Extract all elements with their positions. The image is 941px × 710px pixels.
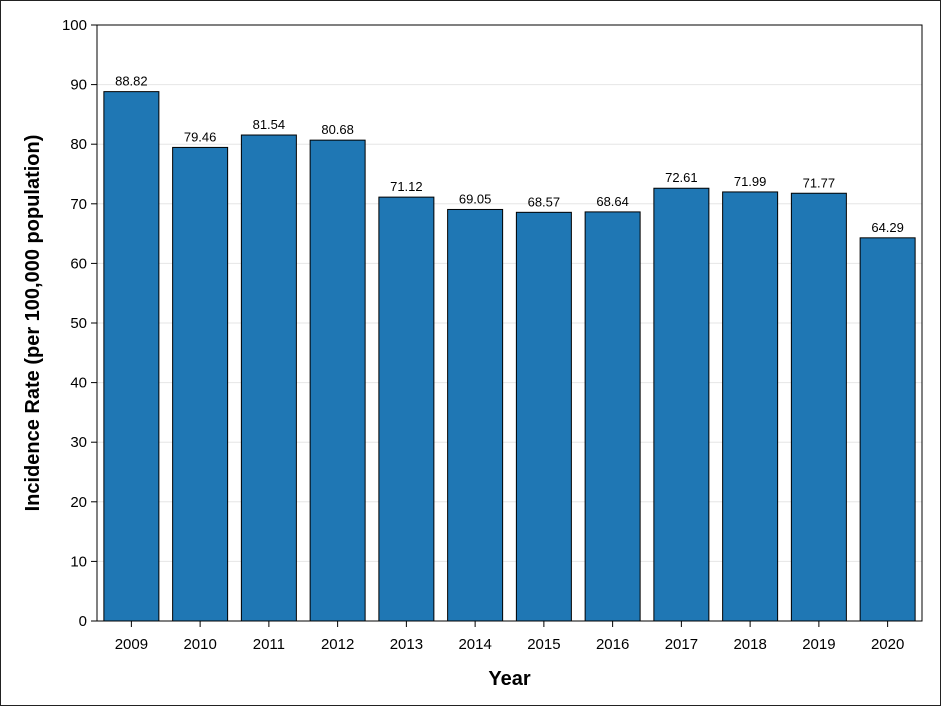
x-tick-label-2010: 2010 <box>183 636 216 653</box>
data-label-2009: 88.82 <box>115 74 148 89</box>
x-tick-label-2011: 2011 <box>253 636 285 653</box>
y-tick-label: 10 <box>70 553 87 570</box>
data-label-2011: 81.54 <box>253 117 286 132</box>
bar-2012 <box>309 139 366 622</box>
y-tick-label: 100 <box>62 17 87 34</box>
data-label-2018: 71.99 <box>734 174 767 189</box>
x-tick-label-2013: 2013 <box>390 636 423 653</box>
bar-2010 <box>172 146 229 622</box>
data-label-2010: 79.46 <box>184 129 217 144</box>
bar-2011 <box>240 134 297 622</box>
data-label-2016: 68.64 <box>596 194 629 209</box>
y-tick-label: 40 <box>70 375 87 392</box>
x-tick-label-2014: 2014 <box>458 636 491 653</box>
bar-2015 <box>515 211 572 622</box>
y-axis-ticks: 0 10 20 30 40 50 60 70 80 90 100 <box>62 17 97 630</box>
y-tick-label: 60 <box>70 255 87 272</box>
bar-2017 <box>653 187 710 622</box>
x-tick-label-2017: 2017 <box>665 636 698 653</box>
bar-2013 <box>378 196 435 622</box>
bar-2018 <box>722 191 779 622</box>
y-tick-label: 90 <box>70 77 87 94</box>
x-tick-label-2016: 2016 <box>596 636 629 653</box>
data-label-2014: 69.05 <box>459 191 492 206</box>
x-tick-label-2019: 2019 <box>802 636 835 653</box>
data-label-2020: 64.29 <box>871 220 904 235</box>
y-tick-label: 70 <box>70 196 87 213</box>
plot-border <box>96 24 923 622</box>
x-tick-label-2020: 2020 <box>871 636 904 653</box>
data-label-2015: 68.57 <box>528 194 561 209</box>
x-tick-label-2012: 2012 <box>321 636 354 653</box>
data-labels: 88.82 79.46 81.54 80.68 71.12 69.05 68.57 68.64… <box>115 74 904 235</box>
y-axis-title: Incidence Rate (per 100,000 population) <box>22 135 44 512</box>
y-tick-label: 0 <box>79 613 87 630</box>
bar-2014 <box>447 208 504 622</box>
data-label-2012: 80.68 <box>321 122 354 137</box>
y-tick-label: 80 <box>70 136 87 153</box>
data-label-2013: 71.12 <box>390 179 423 194</box>
bar-2009 <box>103 91 160 622</box>
y-tick-label: 30 <box>70 434 87 451</box>
y-tick-label: 20 <box>70 494 87 511</box>
x-tick-label-2009: 2009 <box>115 636 148 653</box>
y-tick-label: 50 <box>70 315 87 332</box>
gridlines <box>97 84 922 562</box>
bar-2019 <box>790 192 847 622</box>
data-label-2017: 72.61 <box>665 170 698 185</box>
x-tick-label-2018: 2018 <box>733 636 766 653</box>
bar-2020 <box>859 237 916 622</box>
x-tick-label-2015: 2015 <box>527 636 560 653</box>
data-label-2019: 71.77 <box>803 175 836 190</box>
bar-2016 <box>584 211 641 622</box>
x-axis-ticks: 2009 2010 2011 2012 2013 2014 2015 2016 2017 2018… <box>115 621 904 653</box>
bars <box>103 91 916 622</box>
x-axis-title: Year <box>488 668 530 690</box>
